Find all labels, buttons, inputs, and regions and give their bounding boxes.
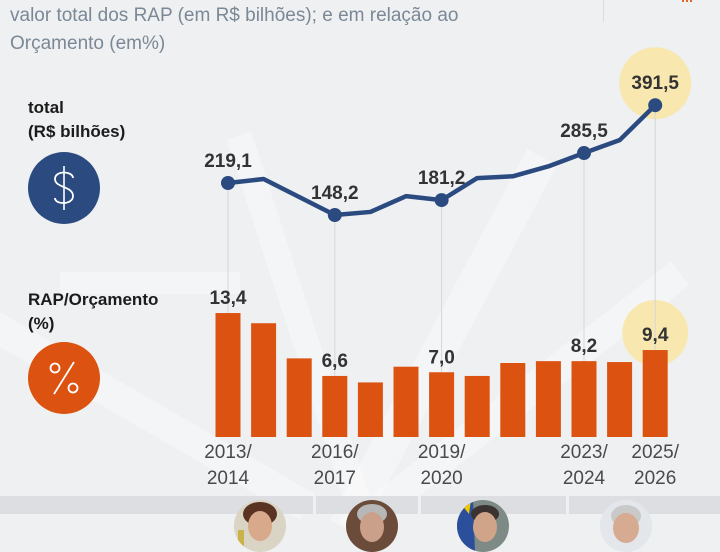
subtitle-line-2: Orçamento (em%): [10, 33, 166, 54]
line-marker: [648, 98, 663, 113]
x-tick-label: 2013/: [204, 442, 252, 463]
bar-2024-2025: [607, 362, 633, 437]
bar-2023-2024: [571, 361, 597, 437]
x-tick-label: 2014: [207, 468, 250, 489]
line-value-label: 148,2: [311, 183, 359, 204]
line-value-label: 391,5: [631, 73, 679, 94]
total-label-line-2: (R$ bilhões): [28, 122, 126, 141]
bar-value-label: 9,4: [642, 325, 669, 346]
bar-2019-2020: [429, 372, 455, 437]
president-photo-1: [234, 500, 286, 552]
x-tick-label: 2025/: [631, 442, 679, 463]
top-divider: [603, 0, 604, 22]
bar-2016-2017: [322, 375, 348, 437]
ratio-section-label: RAP/Orçamento (%): [28, 288, 158, 336]
ratio-label-line-1: RAP/Orçamento: [28, 290, 159, 309]
ratio-label-line-2: (%): [28, 314, 55, 333]
bar-value-label: 8,2: [571, 336, 597, 357]
band-divider: [566, 496, 569, 514]
bar-2014-2015: [251, 323, 277, 437]
band-divider: [313, 496, 316, 514]
line-value-label: 285,5: [560, 121, 608, 142]
bar-2021-2022: [500, 363, 526, 437]
line-marker: [434, 193, 449, 208]
rap-chart: 13,4 6,6 7,0 8,2 9,4 219,1 148,2 181,2 285,5 391,…: [204, 47, 692, 489]
president-photo-2: [346, 500, 398, 552]
line-marker: [221, 176, 235, 190]
line-value-label: 181,2: [418, 168, 466, 189]
band-divider: [418, 496, 421, 514]
chart-subtitle: valor total dos RAP (em R$ bilhões); e e…: [10, 2, 570, 58]
background-ray: [60, 272, 240, 294]
x-tick-label: 2019/: [418, 442, 466, 463]
dollar-icon: [28, 152, 100, 224]
x-tick-label: 2024: [563, 468, 606, 489]
x-tick-label: 2017: [314, 468, 356, 489]
president-photo-4: [600, 500, 652, 552]
x-tick-label: 2016/: [311, 442, 359, 463]
bar-2015-2016: [286, 358, 312, 437]
bar-2025-2026: [642, 350, 668, 437]
line-value-label: 219,1: [204, 151, 252, 172]
bar-value-label: 6,6: [322, 351, 348, 372]
x-tick-label: 2023/: [560, 442, 608, 463]
menu-dots-icon[interactable]: [682, 0, 692, 4]
total-label-line-1: total: [28, 98, 64, 117]
bar-2018-2019: [393, 366, 419, 437]
total-section-label: total (R$ bilhões): [28, 96, 125, 144]
bar-2022-2023: [535, 361, 561, 437]
bar-value-label: 7,0: [428, 347, 454, 368]
bar-2017-2018: [357, 382, 383, 437]
line-marker: [327, 208, 342, 222]
bar-2020-2021: [464, 375, 490, 437]
highlight-circle-line: [619, 47, 692, 120]
president-photo-3: [457, 500, 509, 552]
subtitle-line-1: valor total dos RAP (em R$ bilhões); e e…: [10, 5, 459, 26]
percent-icon: [28, 342, 100, 414]
x-tick-label: 2020: [420, 468, 462, 489]
x-tick-label: 2026: [634, 468, 676, 489]
bar-value-label: 13,4: [210, 288, 247, 309]
bar-2013-2014: [215, 313, 241, 437]
line-marker: [577, 146, 591, 161]
